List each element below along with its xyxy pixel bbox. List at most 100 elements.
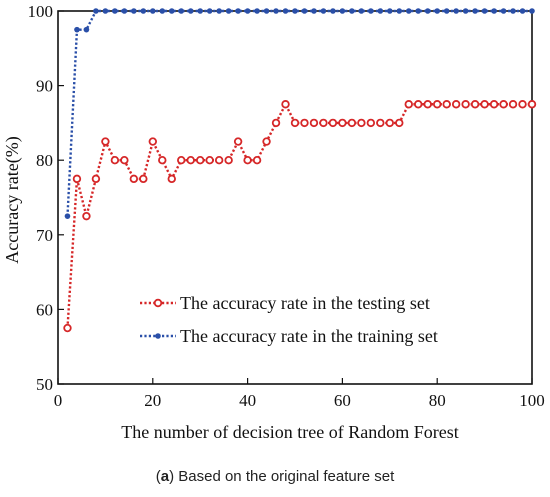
training-point [529,8,535,14]
training-point [387,8,393,14]
training-point [311,8,317,14]
testing-point [489,100,499,109]
training-point [93,8,99,14]
testing-point [518,100,527,109]
y-axis-title: Accuracy rate(%) [2,136,23,263]
training-point [481,8,488,14]
training-point [263,8,270,14]
y-axis: 50 60 70 80 90 100 [28,2,64,394]
testing-point [451,100,461,109]
testing-point [158,155,167,165]
training-point [491,8,497,14]
accuracy-line-chart: 50 60 70 80 90 100 0 20 40 60 80 100 The accuracy … [2,2,545,442]
testing-point [72,174,82,184]
training-point [273,8,279,14]
testing-point [347,118,357,128]
y-tick-label: 90 [36,77,53,96]
testing-point [129,174,139,184]
training-point [358,8,365,14]
training-point [500,8,507,14]
testing-point [328,118,338,128]
testing-point [120,155,129,165]
training-point [225,8,232,14]
training-point [254,8,260,14]
training-point [121,8,128,14]
caption-text: Based on the original feature set [174,468,395,485]
testing-point [433,100,442,109]
y-tick-label: 50 [36,375,53,394]
training-point [168,8,175,14]
training-point [150,8,156,14]
testing-point [309,118,319,128]
legend-label: The accuracy rate in the training set [180,326,438,346]
y-tick-label: 70 [36,226,53,245]
training-point [112,8,118,14]
training-point [216,8,222,14]
testing-point [376,118,385,128]
testing-point [319,118,328,128]
training-point [339,8,346,14]
x-tick-label: 40 [239,391,256,410]
testing-point [480,100,489,109]
legend-marker [155,333,161,339]
training-point [519,8,526,14]
training-point [472,8,478,14]
x-axis-title: The number of decision tree of Random Fo… [121,422,458,442]
training-point [349,8,355,14]
testing-point [366,118,376,128]
training-point [292,8,298,14]
y-tick-label: 80 [36,151,53,170]
testing-point [101,137,110,146]
legend-label: The accuracy rate in the testing set [180,293,430,313]
testing-point [461,100,470,109]
testing-point [148,137,157,146]
testing-point [499,100,508,109]
training-point [320,8,327,14]
testing-point [271,118,281,128]
training-point [244,8,251,14]
testing-point [110,155,120,165]
training-point [235,8,241,14]
training-point [83,26,90,33]
x-tick-label: 80 [429,391,446,410]
testing-point [139,174,148,184]
testing-point [385,118,394,128]
training-point [405,8,412,14]
x-axis: 0 20 40 60 80 100 [54,378,545,410]
testing-point [281,100,290,109]
testing-point [214,155,224,165]
training-point [131,8,137,14]
training-point [197,8,203,14]
testing-point [414,100,423,109]
training-point [424,8,431,14]
legend-item-testing: The accuracy rate in the testing set [140,293,430,313]
training-point [396,8,403,14]
training-point [377,8,384,14]
testing-point [404,100,413,109]
training-point [74,26,80,33]
training-point [415,8,422,14]
training-point [159,8,166,14]
testing-point [195,155,205,165]
training-point [102,8,109,14]
testing-point [290,118,300,128]
training-point [178,8,185,14]
series-testing [63,100,537,333]
training-point [301,8,308,14]
training-point [453,8,459,14]
training-point [330,8,336,14]
series-layer [63,8,537,333]
training-point [443,8,450,14]
figure-caption: (a) Based on the original feature set [155,468,395,485]
testing-point [442,100,451,109]
training-point [434,8,441,14]
x-tick-label: 100 [519,391,545,410]
testing-point [470,100,480,109]
testing-point [63,323,72,333]
testing-point [177,155,186,165]
training-point [187,8,194,14]
testing-point [423,100,432,109]
legend-item-training: The accuracy rate in the training set [140,326,438,346]
testing-point [243,155,252,165]
testing-point [186,155,195,165]
